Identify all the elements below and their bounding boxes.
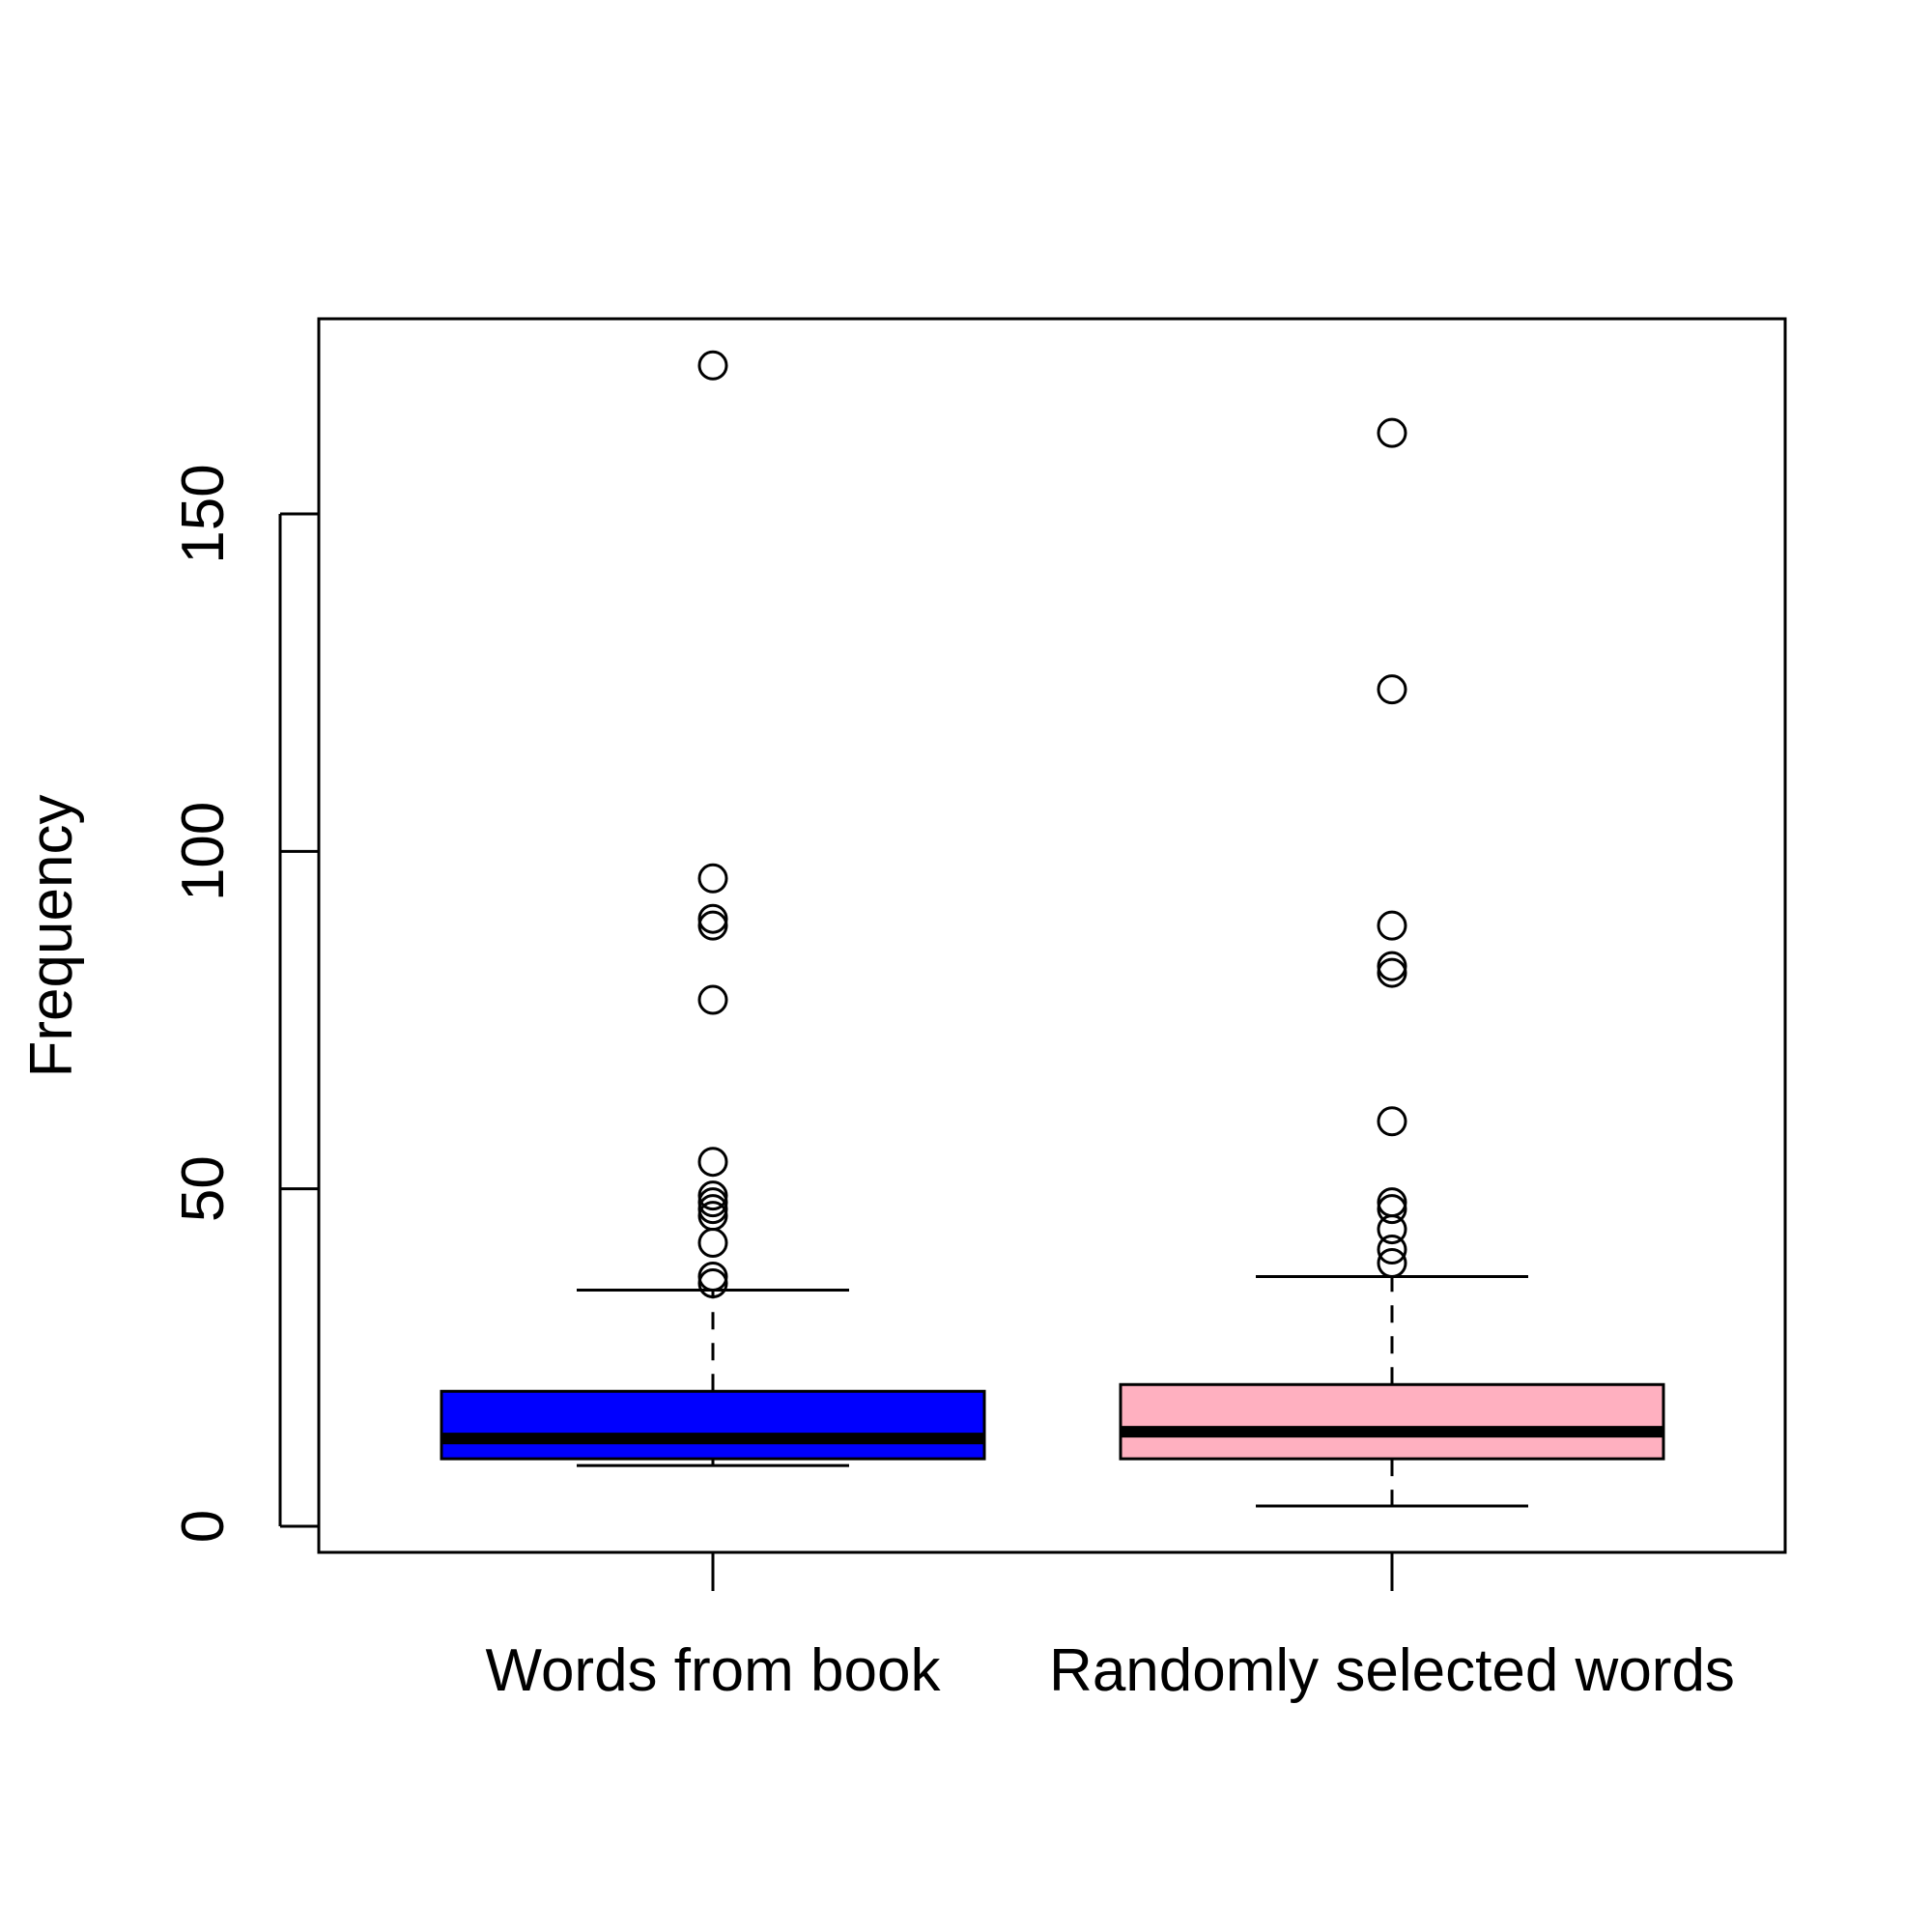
plot-frame bbox=[317, 317, 1787, 1554]
outlier-point bbox=[697, 1201, 728, 1232]
y-tick-label: 100 bbox=[170, 802, 237, 901]
outlier-point bbox=[697, 1147, 728, 1178]
box-group bbox=[1119, 417, 1665, 1508]
outlier-point bbox=[697, 350, 728, 381]
outlier-point bbox=[1377, 910, 1407, 941]
outlier-point bbox=[697, 910, 728, 941]
y-tick-label: 150 bbox=[170, 464, 237, 563]
y-axis: 0 50 100 150 bbox=[170, 464, 319, 1543]
outlier-point bbox=[1377, 1248, 1407, 1279]
box-group bbox=[440, 350, 986, 1467]
outlier-point bbox=[697, 1194, 728, 1225]
outlier-point bbox=[1377, 957, 1407, 988]
outlier-point bbox=[697, 1187, 728, 1218]
iqr-box bbox=[440, 1389, 986, 1461]
boxes bbox=[440, 350, 1665, 1508]
outlier-point bbox=[697, 984, 728, 1015]
outlier-point bbox=[697, 1261, 728, 1292]
outlier-point bbox=[1377, 417, 1407, 448]
outlier-point bbox=[697, 1228, 728, 1259]
y-axis-label: Frequency bbox=[18, 795, 85, 1078]
outlier-point bbox=[697, 1180, 728, 1211]
x-tick-label: Words from book bbox=[486, 1637, 942, 1704]
outlier-point bbox=[697, 903, 728, 934]
y-tick-label: 50 bbox=[170, 1155, 237, 1222]
outlier-point bbox=[1377, 1187, 1407, 1218]
outlier-point bbox=[1377, 1194, 1407, 1225]
outlier-point bbox=[1377, 1106, 1407, 1137]
outlier-point bbox=[697, 863, 728, 894]
outlier-point bbox=[1377, 1235, 1407, 1265]
outlier-point bbox=[1377, 674, 1407, 705]
x-tick-label: Randomly selected words bbox=[1049, 1637, 1735, 1704]
y-tick-label: 0 bbox=[170, 1510, 237, 1543]
outlier-point bbox=[697, 1267, 728, 1298]
iqr-box bbox=[1119, 1382, 1665, 1461]
outlier-point bbox=[1377, 951, 1407, 981]
x-axis: Words from book Randomly selected words bbox=[486, 1552, 1735, 1704]
